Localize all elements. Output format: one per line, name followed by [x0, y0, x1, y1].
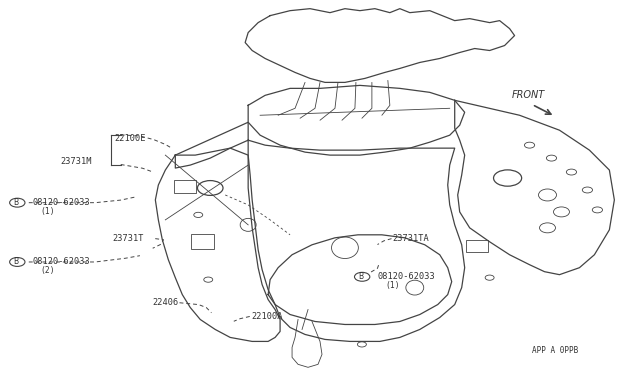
Text: 23731T: 23731T	[113, 234, 144, 243]
Text: 23731M: 23731M	[61, 157, 92, 166]
Text: (1): (1)	[385, 281, 400, 290]
Text: FRONT: FRONT	[511, 90, 545, 100]
Text: 23731TA: 23731TA	[393, 234, 429, 243]
Text: 22100E: 22100E	[115, 134, 146, 143]
Text: 08120-62033: 08120-62033	[33, 198, 90, 207]
Text: (1): (1)	[40, 207, 55, 216]
Text: B: B	[358, 272, 364, 281]
Text: 08120-62033: 08120-62033	[378, 272, 435, 281]
Text: B: B	[13, 198, 19, 207]
Text: (2): (2)	[40, 266, 55, 275]
Text: 22100A: 22100A	[251, 312, 282, 321]
Text: 22406: 22406	[152, 298, 179, 307]
Text: 08120-62033: 08120-62033	[33, 257, 90, 266]
Text: B: B	[13, 257, 19, 266]
Text: APP A 0PPB: APP A 0PPB	[532, 346, 579, 355]
